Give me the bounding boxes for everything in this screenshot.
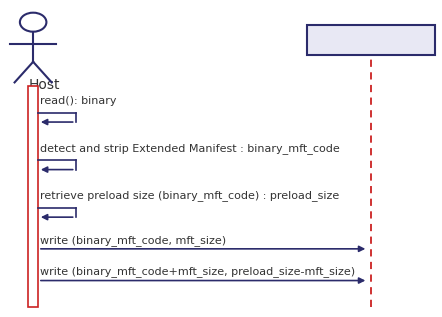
Text: write (binary_mft_code+mft_size, preload_size-mft_size): write (binary_mft_code+mft_size, preload…: [40, 267, 355, 277]
Bar: [28, 86, 38, 307]
Text: read(): binary: read(): binary: [40, 96, 117, 106]
Text: retrieve preload size (binary_mft_code) : preload_size: retrieve preload size (binary_mft_code) …: [40, 191, 339, 201]
Text: detect and strip Extended Manifest : binary_mft_code: detect and strip Extended Manifest : bin…: [40, 143, 340, 154]
Text: CodeLoadDMA: CodeLoadDMA: [318, 32, 424, 47]
Text: write (binary_mft_code, mft_size): write (binary_mft_code, mft_size): [40, 235, 226, 246]
Text: Host: Host: [29, 78, 60, 92]
Bar: [307, 25, 435, 55]
